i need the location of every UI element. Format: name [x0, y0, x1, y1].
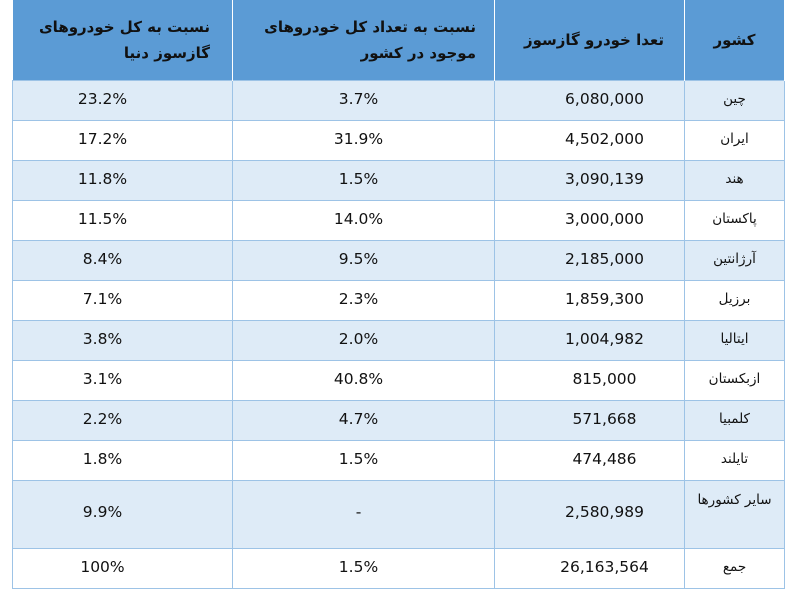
- cell-vehicle-count: 3,090,139: [494, 160, 685, 201]
- cell-world-share: 8.4%: [12, 240, 233, 281]
- cell-vehicle-count: 815,000: [494, 360, 685, 401]
- header-country-share: نسبت به تعداد کل خودروهای موجود در کشور: [232, 0, 495, 81]
- table-row: 3.1% 40.8% 815,000 ازبکستان: [12, 360, 785, 401]
- statistics-table-container: نسبت به کل خودروهای گازسوز دنیا نسبت به …: [12, 0, 785, 589]
- cell-world-share: 100%: [12, 548, 233, 589]
- table-header-row: نسبت به کل خودروهای گازسوز دنیا نسبت به …: [12, 0, 785, 81]
- table-row: 17.2% 31.9% 4,502,000 ایران: [12, 120, 785, 161]
- cell-country: سایر کشورها: [684, 480, 785, 549]
- table-row: 7.1% 2.3% 1,859,300 برزیل: [12, 280, 785, 321]
- cell-country: چین: [684, 80, 785, 121]
- cell-country-share: 31.9%: [232, 120, 495, 161]
- cell-vehicle-count: 3,000,000: [494, 200, 685, 241]
- table-row-total: 100% 1.5% 26,163,564 جمع: [12, 548, 785, 589]
- cell-world-share: 1.8%: [12, 440, 233, 481]
- table-row: 2.2% 4.7% 571,668 کلمبیا: [12, 400, 785, 441]
- cell-country-share: 1.5%: [232, 160, 495, 201]
- header-country: کشور: [684, 0, 785, 81]
- table-row: 3.8% 2.0% 1,004,982 ایتالیا: [12, 320, 785, 361]
- table-row: 23.2% 3.7% 6,080,000 چین: [12, 80, 785, 121]
- cell-country-share: 2.0%: [232, 320, 495, 361]
- cell-world-share: 23.2%: [12, 80, 233, 121]
- cell-vehicle-count: 6,080,000: [494, 80, 685, 121]
- cell-country: برزیل: [684, 280, 785, 321]
- cell-country-share: -: [232, 480, 495, 549]
- cell-country-share: 4.7%: [232, 400, 495, 441]
- cell-vehicle-count: 1,004,982: [494, 320, 685, 361]
- cell-world-share: 17.2%: [12, 120, 233, 161]
- table-row: 11.5% 14.0% 3,000,000 پاکستان: [12, 200, 785, 241]
- header-world-share: نسبت به کل خودروهای گازسوز دنیا: [12, 0, 233, 81]
- cell-vehicle-count: 474,486: [494, 440, 685, 481]
- cell-world-share: 11.5%: [12, 200, 233, 241]
- cell-country: پاکستان: [684, 200, 785, 241]
- cell-vehicle-count: 571,668: [494, 400, 685, 441]
- cell-country: آرژانتین: [684, 240, 785, 281]
- cell-country: هند: [684, 160, 785, 201]
- table-row: 11.8% 1.5% 3,090,139 هند: [12, 160, 785, 201]
- cell-country: ازبکستان: [684, 360, 785, 401]
- cell-country: تایلند: [684, 440, 785, 481]
- cell-vehicle-count: 1,859,300: [494, 280, 685, 321]
- cell-world-share: 3.8%: [12, 320, 233, 361]
- header-vehicle-count: تعدا خودرو گازسوز: [494, 0, 685, 81]
- cell-country: کلمبیا: [684, 400, 785, 441]
- cell-vehicle-count: 2,580,989: [494, 480, 685, 549]
- cell-country-share: 3.7%: [232, 80, 495, 121]
- cell-country-share: 2.3%: [232, 280, 495, 321]
- cell-world-share: 7.1%: [12, 280, 233, 321]
- cell-world-share: 9.9%: [12, 480, 233, 549]
- cell-world-share: 3.1%: [12, 360, 233, 401]
- cell-country-share: 14.0%: [232, 200, 495, 241]
- cell-country: ایتالیا: [684, 320, 785, 361]
- gas-vehicles-table: نسبت به کل خودروهای گازسوز دنیا نسبت به …: [12, 0, 785, 589]
- table-row: 8.4% 9.5% 2,185,000 آرژانتین: [12, 240, 785, 281]
- cell-country: جمع: [684, 548, 785, 589]
- table-row: 1.8% 1.5% 474,486 تایلند: [12, 440, 785, 481]
- cell-world-share: 2.2%: [12, 400, 233, 441]
- cell-vehicle-count: 2,185,000: [494, 240, 685, 281]
- cell-world-share: 11.8%: [12, 160, 233, 201]
- table-row: 9.9% - 2,580,989 سایر کشورها: [12, 480, 785, 549]
- cell-country-share: 9.5%: [232, 240, 495, 281]
- cell-country: ایران: [684, 120, 785, 161]
- cell-country-share: 1.5%: [232, 440, 495, 481]
- cell-vehicle-count: 26,163,564: [494, 548, 685, 589]
- cell-country-share: 1.5%: [232, 548, 495, 589]
- cell-country-share: 40.8%: [232, 360, 495, 401]
- cell-vehicle-count: 4,502,000: [494, 120, 685, 161]
